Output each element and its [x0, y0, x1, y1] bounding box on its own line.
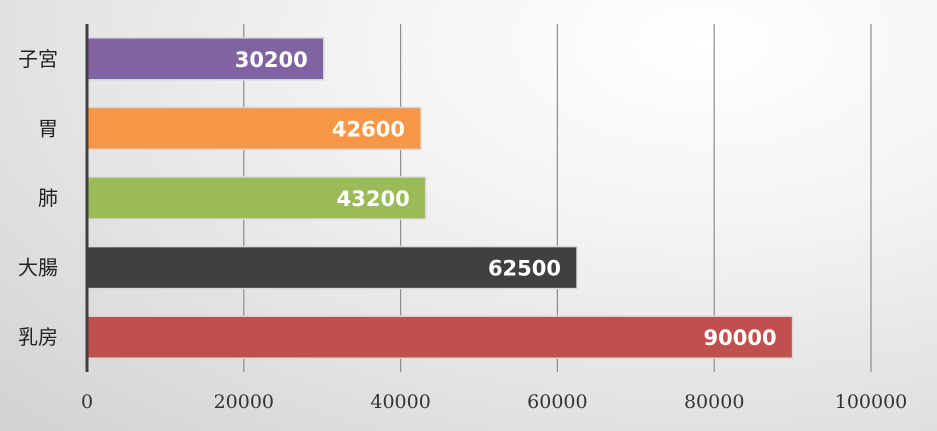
- x-tick-label: 0: [81, 391, 93, 413]
- category-label: 子宮: [18, 47, 58, 71]
- data-label: 30200: [235, 48, 308, 72]
- bar: [86, 245, 578, 290]
- data-label: 90000: [704, 326, 777, 350]
- x-tick-label: 20000: [214, 391, 274, 413]
- x-tick-label: 100000: [835, 391, 908, 413]
- data-label: 62500: [488, 257, 561, 281]
- x-tick-label: 40000: [370, 391, 430, 413]
- category-label: 肺: [38, 186, 58, 210]
- data-label: 43200: [337, 187, 410, 211]
- bar: [86, 176, 427, 220]
- data-label: 42600: [332, 117, 405, 141]
- category-label: 大腸: [18, 256, 58, 280]
- x-tick-label: 80000: [684, 391, 744, 413]
- category-label: 胃: [38, 116, 58, 140]
- x-tick-label: 60000: [527, 391, 587, 413]
- category-label: 乳房: [18, 325, 58, 349]
- bar: [86, 37, 325, 81]
- bar: [86, 315, 794, 359]
